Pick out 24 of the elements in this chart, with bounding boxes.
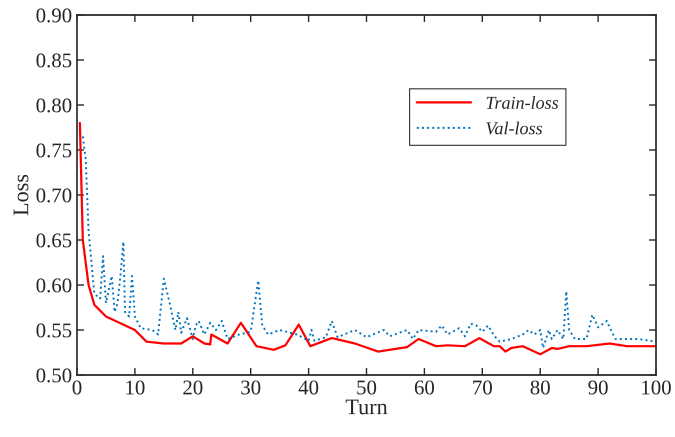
y-tick-label: 0.50: [36, 368, 72, 383]
x-axis-title: Turn: [346, 400, 388, 414]
x-tick-label: 50: [357, 380, 376, 395]
x-tick-label: 90: [588, 380, 608, 395]
y-axis-title: Loss: [14, 174, 28, 216]
x-tick-label: 60: [414, 380, 434, 395]
x-tick-label: 0: [72, 380, 82, 395]
y-tick-label: 0.55: [36, 323, 72, 338]
x-tick-label: 10: [126, 380, 145, 395]
x-tick-label: 80: [530, 380, 550, 395]
y-tick-label: 0.60: [36, 278, 72, 293]
legend-label: Train-loss: [486, 96, 558, 109]
y-tick-label: 0.85: [36, 53, 72, 68]
y-tick-label: 0.70: [36, 188, 72, 203]
y-tick-label: 0.65: [36, 233, 72, 248]
x-tick-label: 20: [183, 380, 202, 395]
x-tick-label: 30: [241, 380, 260, 395]
x-tick-label: 40: [298, 380, 318, 395]
legend-label: Val-loss: [486, 122, 542, 134]
x-tick-label: 100: [642, 380, 671, 395]
y-tick-label: 0.90: [36, 8, 72, 23]
y-tick-label: 0.75: [36, 143, 72, 158]
x-tick-label: 70: [473, 380, 492, 395]
y-tick-label: 0.80: [36, 98, 72, 113]
